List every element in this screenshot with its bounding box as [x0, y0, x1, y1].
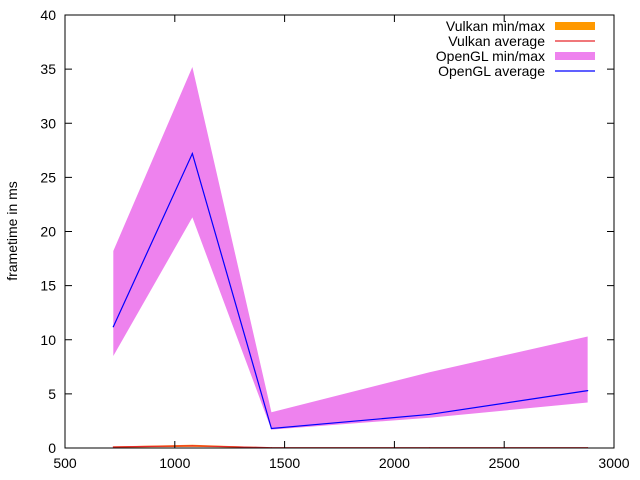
x-tick-label: 2000	[379, 455, 410, 471]
band-layer	[113, 66, 588, 448]
point-opengl-average	[270, 427, 273, 430]
y-tick-label: 40	[40, 7, 56, 23]
legend-swatch-vulkan-min-max	[555, 22, 595, 30]
y-axis-label: frametime in ms	[4, 181, 20, 281]
point-opengl-average	[428, 413, 431, 416]
y-tick-label: 30	[40, 115, 56, 131]
point-opengl-average	[587, 390, 589, 392]
legend-label-opengl-average: OpenGL average	[438, 63, 545, 79]
x-tick-label: 2500	[489, 455, 520, 471]
band-opengl-min-max	[113, 66, 588, 430]
x-tick-label: 1500	[269, 455, 300, 471]
x-tick-label: 500	[53, 455, 77, 471]
point-vulkan-average	[112, 446, 114, 448]
legend-label-vulkan-min-max: Vulkan min/max	[446, 18, 545, 34]
point-opengl-average	[191, 152, 193, 155]
x-tick-label: 1000	[159, 455, 190, 471]
legend-label-vulkan-average: Vulkan average	[448, 33, 545, 49]
y-tick-label: 35	[40, 61, 56, 77]
x-tick-label: 3000	[598, 455, 629, 471]
y-axis: 0 5 10 15 20 25 30 35 40	[40, 7, 614, 456]
y-tick-label: 0	[48, 440, 56, 456]
y-tick-label: 15	[40, 278, 56, 294]
legend-label-opengl-min-max: OpenGL min/max	[436, 48, 545, 64]
y-tick-label: 5	[48, 386, 56, 402]
x-axis: 500 1000 1500 2000 2500 3000	[53, 15, 630, 471]
point-vulkan-average	[191, 445, 193, 447]
legend-swatch-opengl-min-max	[555, 52, 595, 60]
y-tick-label: 20	[40, 224, 56, 240]
y-tick-label: 10	[40, 332, 56, 348]
point-opengl-average	[112, 326, 114, 328]
y-tick-label: 25	[40, 169, 56, 185]
